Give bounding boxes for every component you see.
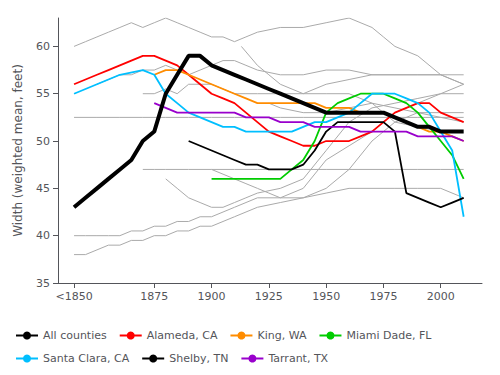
svg-text:Width (weighted mean, feet): Width (weighted mean, feet) bbox=[11, 64, 25, 237]
svg-text:Shelby, TN: Shelby, TN bbox=[169, 352, 228, 365]
svg-text:All counties: All counties bbox=[43, 329, 107, 342]
svg-text:1900: 1900 bbox=[198, 290, 226, 303]
svg-text:1950: 1950 bbox=[312, 290, 340, 303]
svg-text:1875: 1875 bbox=[140, 290, 168, 303]
svg-text:King, WA: King, WA bbox=[257, 329, 306, 342]
svg-text:2000: 2000 bbox=[427, 290, 455, 303]
svg-text:<1850: <1850 bbox=[55, 290, 92, 303]
svg-text:55: 55 bbox=[36, 87, 50, 100]
svg-text:Miami Dade, FL: Miami Dade, FL bbox=[346, 329, 432, 342]
svg-text:60: 60 bbox=[36, 40, 50, 53]
svg-text:Tarrant, TX: Tarrant, TX bbox=[267, 352, 328, 365]
svg-text:45: 45 bbox=[36, 182, 50, 195]
svg-text:40: 40 bbox=[36, 229, 50, 242]
svg-text:Alameda, CA: Alameda, CA bbox=[147, 329, 218, 342]
svg-text:35: 35 bbox=[36, 277, 50, 290]
svg-text:50: 50 bbox=[36, 135, 50, 148]
svg-text:Santa Clara, CA: Santa Clara, CA bbox=[43, 352, 130, 365]
svg-text:1925: 1925 bbox=[255, 290, 283, 303]
svg-text:1975: 1975 bbox=[369, 290, 397, 303]
